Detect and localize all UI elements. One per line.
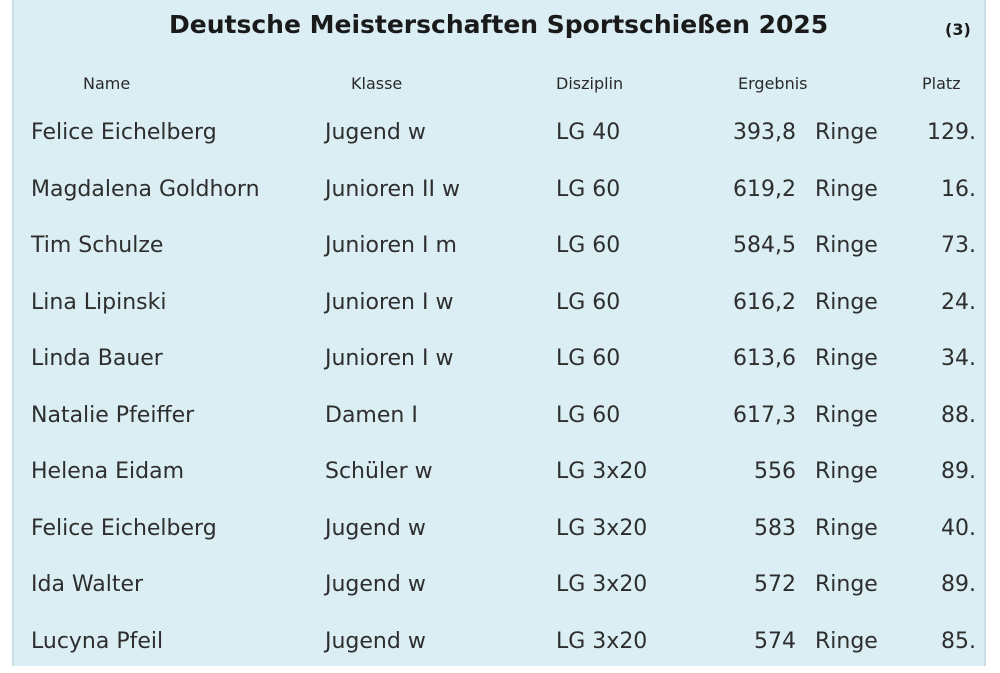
column-header-name: Name	[83, 74, 130, 93]
cell-ergebnis-unit: Ringe	[815, 629, 878, 654]
cell-platz: 24.	[941, 290, 976, 315]
cell-disziplin: LG 3x20	[556, 516, 647, 541]
cell-name: Ida Walter	[31, 572, 143, 597]
cell-ergebnis-value: 584,5	[733, 233, 796, 258]
cell-name: Lina Lipinski	[31, 290, 167, 315]
cell-disziplin: LG 3x20	[556, 572, 647, 597]
cell-klasse: Jugend w	[325, 629, 426, 654]
table-row: Magdalena Goldhorn Junioren II w LG 60 6…	[14, 165, 988, 222]
cell-klasse: Jugend w	[325, 516, 426, 541]
cell-disziplin: LG 60	[556, 290, 620, 315]
cell-platz: 73.	[941, 233, 976, 258]
cell-disziplin: LG 60	[556, 346, 620, 371]
cell-disziplin: LG 3x20	[556, 459, 647, 484]
cell-ergebnis-value: 613,6	[733, 346, 796, 371]
cell-name: Tim Schulze	[31, 233, 163, 258]
cell-ergebnis-unit: Ringe	[815, 177, 878, 202]
cell-name: Lucyna Pfeil	[31, 629, 163, 654]
cell-disziplin: LG 60	[556, 403, 620, 428]
cell-platz: 88.	[941, 403, 976, 428]
cell-ergebnis-value: 617,3	[733, 403, 796, 428]
table-row: Helena Eidam Schüler w LG 3x20 556 Ringe…	[14, 447, 988, 504]
cell-klasse: Junioren II w	[325, 177, 460, 202]
cell-klasse: Jugend w	[325, 572, 426, 597]
cell-ergebnis-value: 574	[754, 629, 796, 654]
page-number: (3)	[945, 20, 971, 39]
table-row: Felice Eichelberg Jugend w LG 40 393,8 R…	[14, 108, 988, 165]
cell-ergebnis-unit: Ringe	[815, 290, 878, 315]
cell-ergebnis-unit: Ringe	[815, 346, 878, 371]
cell-disziplin: LG 60	[556, 233, 620, 258]
cell-name: Natalie Pfeiffer	[31, 403, 194, 428]
cell-ergebnis-unit: Ringe	[815, 120, 878, 145]
cell-platz: 129.	[927, 120, 976, 145]
column-header-disziplin: Disziplin	[556, 74, 623, 93]
table-row: Ida Walter Jugend w LG 3x20 572 Ringe 89…	[14, 560, 988, 617]
cell-platz: 85.	[941, 629, 976, 654]
cell-ergebnis-unit: Ringe	[815, 233, 878, 258]
cell-platz: 34.	[941, 346, 976, 371]
cell-ergebnis-unit: Ringe	[815, 403, 878, 428]
cell-klasse: Junioren I w	[325, 290, 453, 315]
cell-platz: 89.	[941, 459, 976, 484]
column-header-platz: Platz	[922, 74, 961, 93]
results-table: Felice Eichelberg Jugend w LG 40 393,8 R…	[14, 108, 988, 673]
results-sheet: Deutsche Meisterschaften Sportschießen 2…	[12, 0, 986, 666]
cell-disziplin: LG 40	[556, 120, 620, 145]
cell-platz: 40.	[941, 516, 976, 541]
cell-ergebnis-value: 616,2	[733, 290, 796, 315]
cell-klasse: Junioren I m	[325, 233, 457, 258]
cell-name: Helena Eidam	[31, 459, 184, 484]
cell-ergebnis-unit: Ringe	[815, 459, 878, 484]
cell-platz: 16.	[941, 177, 976, 202]
table-row: Natalie Pfeiffer Damen I LG 60 617,3 Rin…	[14, 391, 988, 448]
cell-name: Magdalena Goldhorn	[31, 177, 260, 202]
cell-klasse: Schüler w	[325, 459, 433, 484]
cell-ergebnis-value: 393,8	[733, 120, 796, 145]
table-row: Linda Bauer Junioren I w LG 60 613,6 Rin…	[14, 334, 988, 391]
cell-ergebnis-value: 583	[754, 516, 796, 541]
cell-name: Felice Eichelberg	[31, 120, 217, 145]
cell-ergebnis-unit: Ringe	[815, 572, 878, 597]
cell-name: Linda Bauer	[31, 346, 163, 371]
cell-ergebnis-unit: Ringe	[815, 516, 878, 541]
table-row: Tim Schulze Junioren I m LG 60 584,5 Rin…	[14, 221, 988, 278]
cell-ergebnis-value: 572	[754, 572, 796, 597]
cell-ergebnis-value: 556	[754, 459, 796, 484]
cell-klasse: Jugend w	[325, 120, 426, 145]
table-row: Lucyna Pfeil Jugend w LG 3x20 574 Ringe …	[14, 617, 988, 673]
cell-klasse: Damen I	[325, 403, 418, 428]
cell-name: Felice Eichelberg	[31, 516, 217, 541]
table-row: Lina Lipinski Junioren I w LG 60 616,2 R…	[14, 278, 988, 335]
table-row: Felice Eichelberg Jugend w LG 3x20 583 R…	[14, 504, 988, 561]
column-header-klasse: Klasse	[351, 74, 402, 93]
cell-disziplin: LG 60	[556, 177, 620, 202]
cell-ergebnis-value: 619,2	[733, 177, 796, 202]
cell-klasse: Junioren I w	[325, 346, 453, 371]
cell-platz: 89.	[941, 572, 976, 597]
page-title: Deutsche Meisterschaften Sportschießen 2…	[169, 10, 828, 39]
column-header-ergebnis: Ergebnis	[738, 74, 807, 93]
cell-disziplin: LG 3x20	[556, 629, 647, 654]
